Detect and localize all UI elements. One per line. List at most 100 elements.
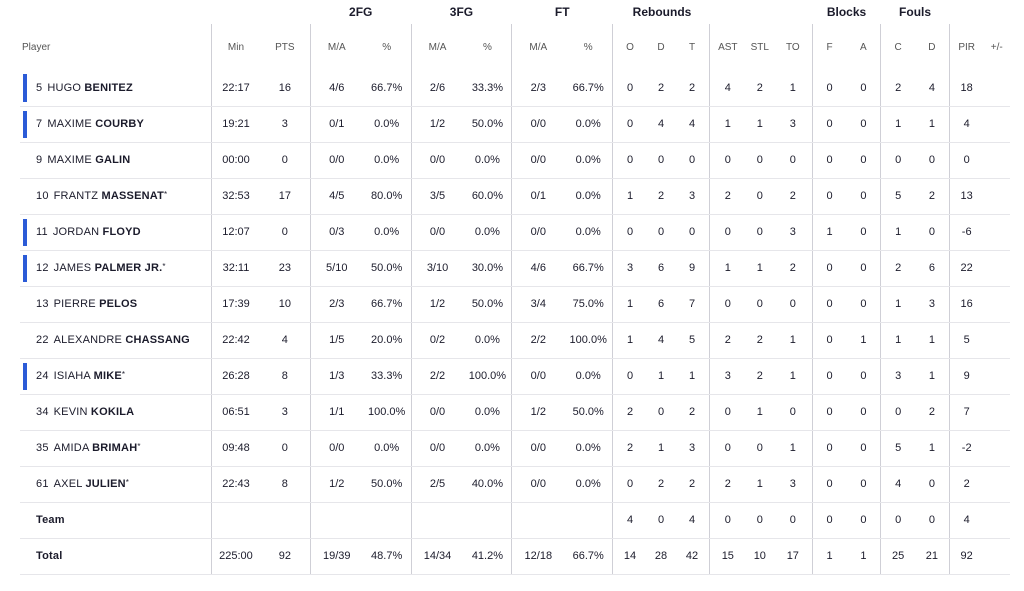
player-first-name: KEVIN	[53, 406, 88, 418]
table-row[interactable]: 10 FRANTZ MASSENAT* 32:53 17 4/5 80.0% 3/5 60.0…	[20, 178, 1010, 215]
stat-cell: 1/2	[309, 466, 363, 503]
table-header: 2FG 3FG FT Rebounds Blocks Fouls Player …	[20, 0, 1010, 70]
table-row[interactable]: 61 AXEL JULIEN* 22:43 8 1/2 50.0% 2/5 40.0% 0/0 0…	[20, 466, 1010, 503]
table-row[interactable]: 7 MAXIME COURBY 19:21 3 0/1 0.0% 1/2 50.0% 0/0 0.…	[20, 106, 1010, 143]
col-ft-ma[interactable]: M/A	[511, 24, 565, 70]
stat-cell: 30.0%	[463, 250, 512, 287]
stat-cell: 1	[745, 466, 774, 503]
player-number: 22	[36, 334, 49, 346]
stat-cell: 1	[880, 106, 916, 143]
stat-cell: 0	[846, 286, 881, 323]
stat-cell: 0	[773, 142, 813, 179]
table-row[interactable]: 22 ALEXANDRE CHASSANG 22:42 4 1/5 20.0% 0/2 0.0…	[20, 322, 1010, 359]
col-2fg-pct[interactable]: %	[382, 41, 392, 53]
stat-cell: 2	[915, 178, 950, 215]
player-last-name: BENITEZ	[84, 81, 133, 94]
player-first-name: MAXIME	[47, 118, 92, 130]
col-foul-d[interactable]: D	[928, 41, 936, 53]
col-blk-a[interactable]: A	[860, 41, 867, 53]
player-cell[interactable]: 61 AXEL JULIEN*	[20, 466, 212, 503]
stat-cell: 2	[675, 70, 710, 107]
stat-cell: 0	[773, 286, 813, 323]
stat-cell: 0.0%	[362, 214, 412, 251]
player-cell[interactable]: 24 ISIAHA MIKE*	[20, 358, 212, 395]
stat-cell	[511, 502, 565, 539]
stat-cell: 06:51	[211, 394, 260, 431]
player-cell[interactable]: 35 AMIDA BRIMAH*	[20, 430, 212, 467]
col-reb-o[interactable]: O	[612, 24, 647, 70]
stat-cell	[983, 394, 1010, 431]
table-row[interactable]: 34 KEVIN KOKILA 06:51 3 1/1 100.0% 0/0 0.0% 1/2 5…	[20, 394, 1010, 431]
stat-cell: 0	[708, 502, 746, 539]
col-ast[interactable]: AST	[708, 24, 746, 70]
col-plus-minus[interactable]: +/-	[990, 41, 1003, 53]
stat-cell: 2	[948, 466, 984, 503]
col-pts[interactable]: PTS	[275, 41, 295, 53]
table-row[interactable]: 35 AMIDA BRIMAH* 09:48 0 0/0 0.0% 0/0 0.0% 0/0 0.…	[20, 430, 1010, 467]
player-cell[interactable]: 34 KEVIN KOKILA	[20, 394, 212, 431]
stat-cell: 0	[846, 430, 881, 467]
table-row[interactable]: 24 ISIAHA MIKE* 26:28 8 1/3 33.3% 2/2 100.0% 0/0…	[20, 358, 1010, 395]
table-row[interactable]: 11 JORDAN FLOYD 12:07 0 0/3 0.0% 0/0 0.0% 0/0 0.0…	[20, 214, 1010, 251]
col-reb-t[interactable]: T	[688, 41, 696, 53]
table-row[interactable]: 12 JAMES PALMER JR.* 32:11 23 5/10 50.0% 3/10 3…	[20, 250, 1010, 287]
stat-cell: 0.0%	[362, 106, 412, 143]
table-row[interactable]: 13 PIERRE PELOS 17:39 10 2/3 66.7% 1/2 50.0% 3/4…	[20, 286, 1010, 323]
stat-cell: 8	[259, 466, 311, 503]
stat-cell: 1/5	[309, 322, 363, 359]
col-stl[interactable]: STL	[750, 41, 769, 53]
stat-cell: 6	[646, 286, 676, 323]
col-3fg-ma[interactable]: M/A	[410, 24, 464, 70]
group-rebounds: Rebounds	[632, 5, 692, 19]
stat-cell	[983, 250, 1010, 287]
stat-cell: 66.7%	[564, 538, 613, 575]
stat-cell: 2	[915, 394, 950, 431]
stat-cell: 2	[675, 466, 710, 503]
stat-cell: 2/2	[410, 358, 464, 395]
stat-cell: 0/0	[511, 214, 565, 251]
col-pir[interactable]: PIR	[948, 24, 984, 70]
stat-cell: 5	[948, 322, 984, 359]
player-cell[interactable]: 11 JORDAN FLOYD	[20, 214, 212, 251]
team-label: Team	[20, 502, 212, 539]
stat-cell: 1	[915, 106, 950, 143]
col-2fg-ma[interactable]: M/A	[309, 24, 363, 70]
player-star: *	[125, 478, 130, 487]
starter-bar	[23, 218, 27, 246]
player-last-name: MIKE	[93, 370, 122, 382]
col-player[interactable]: Player	[22, 41, 51, 53]
stat-cell: 1	[745, 250, 774, 287]
player-cell[interactable]: 9 MAXIME GALIN	[20, 142, 212, 179]
col-ft-pct[interactable]: %	[583, 41, 593, 53]
col-reb-d[interactable]: D	[657, 41, 665, 53]
stat-cell: 0	[880, 502, 916, 539]
player-cell[interactable]: 12 JAMES PALMER JR.*	[20, 250, 212, 287]
group-blocks: Blocks	[826, 5, 867, 19]
stat-cell: 0	[880, 394, 916, 431]
box-score-table: 2FG 3FG FT Rebounds Blocks Fouls Player …	[20, 0, 1010, 575]
stat-cell: 5/10	[309, 250, 363, 287]
player-cell[interactable]: 5 HUGO BENITEZ	[20, 70, 212, 107]
col-blk-f[interactable]: F	[811, 24, 847, 70]
col-foul-c[interactable]: C	[880, 24, 916, 70]
table-row[interactable]: 5 HUGO BENITEZ 22:17 16 4/6 66.7% 2/6 33.3% 2/3 6…	[20, 70, 1010, 107]
stat-cell: 0	[811, 70, 847, 107]
player-cell[interactable]: 10 FRANTZ MASSENAT*	[20, 178, 212, 215]
player-number: 12	[36, 262, 49, 274]
stat-cell: 0.0%	[564, 358, 613, 395]
starter-bar	[23, 362, 27, 390]
stat-cell: 0/0	[410, 142, 464, 179]
starter-bar	[23, 74, 27, 102]
player-cell[interactable]: 22 ALEXANDRE CHASSANG	[20, 322, 212, 359]
col-min[interactable]: Min	[211, 24, 260, 70]
player-cell[interactable]: 7 MAXIME COURBY	[20, 106, 212, 143]
stat-cell: 0	[915, 502, 950, 539]
stat-cell: 0	[708, 214, 746, 251]
player-number: 24	[36, 370, 49, 382]
col-to[interactable]: TO	[785, 41, 800, 53]
col-3fg-pct[interactable]: %	[482, 41, 492, 53]
stat-cell: 0	[259, 214, 311, 251]
player-cell[interactable]: 13 PIERRE PELOS	[20, 286, 212, 323]
table-row[interactable]: 9 MAXIME GALIN 00:00 0 0/0 0.0% 0/0 0.0% 0/0 0.0%…	[20, 142, 1010, 179]
player-star: *	[162, 262, 166, 271]
